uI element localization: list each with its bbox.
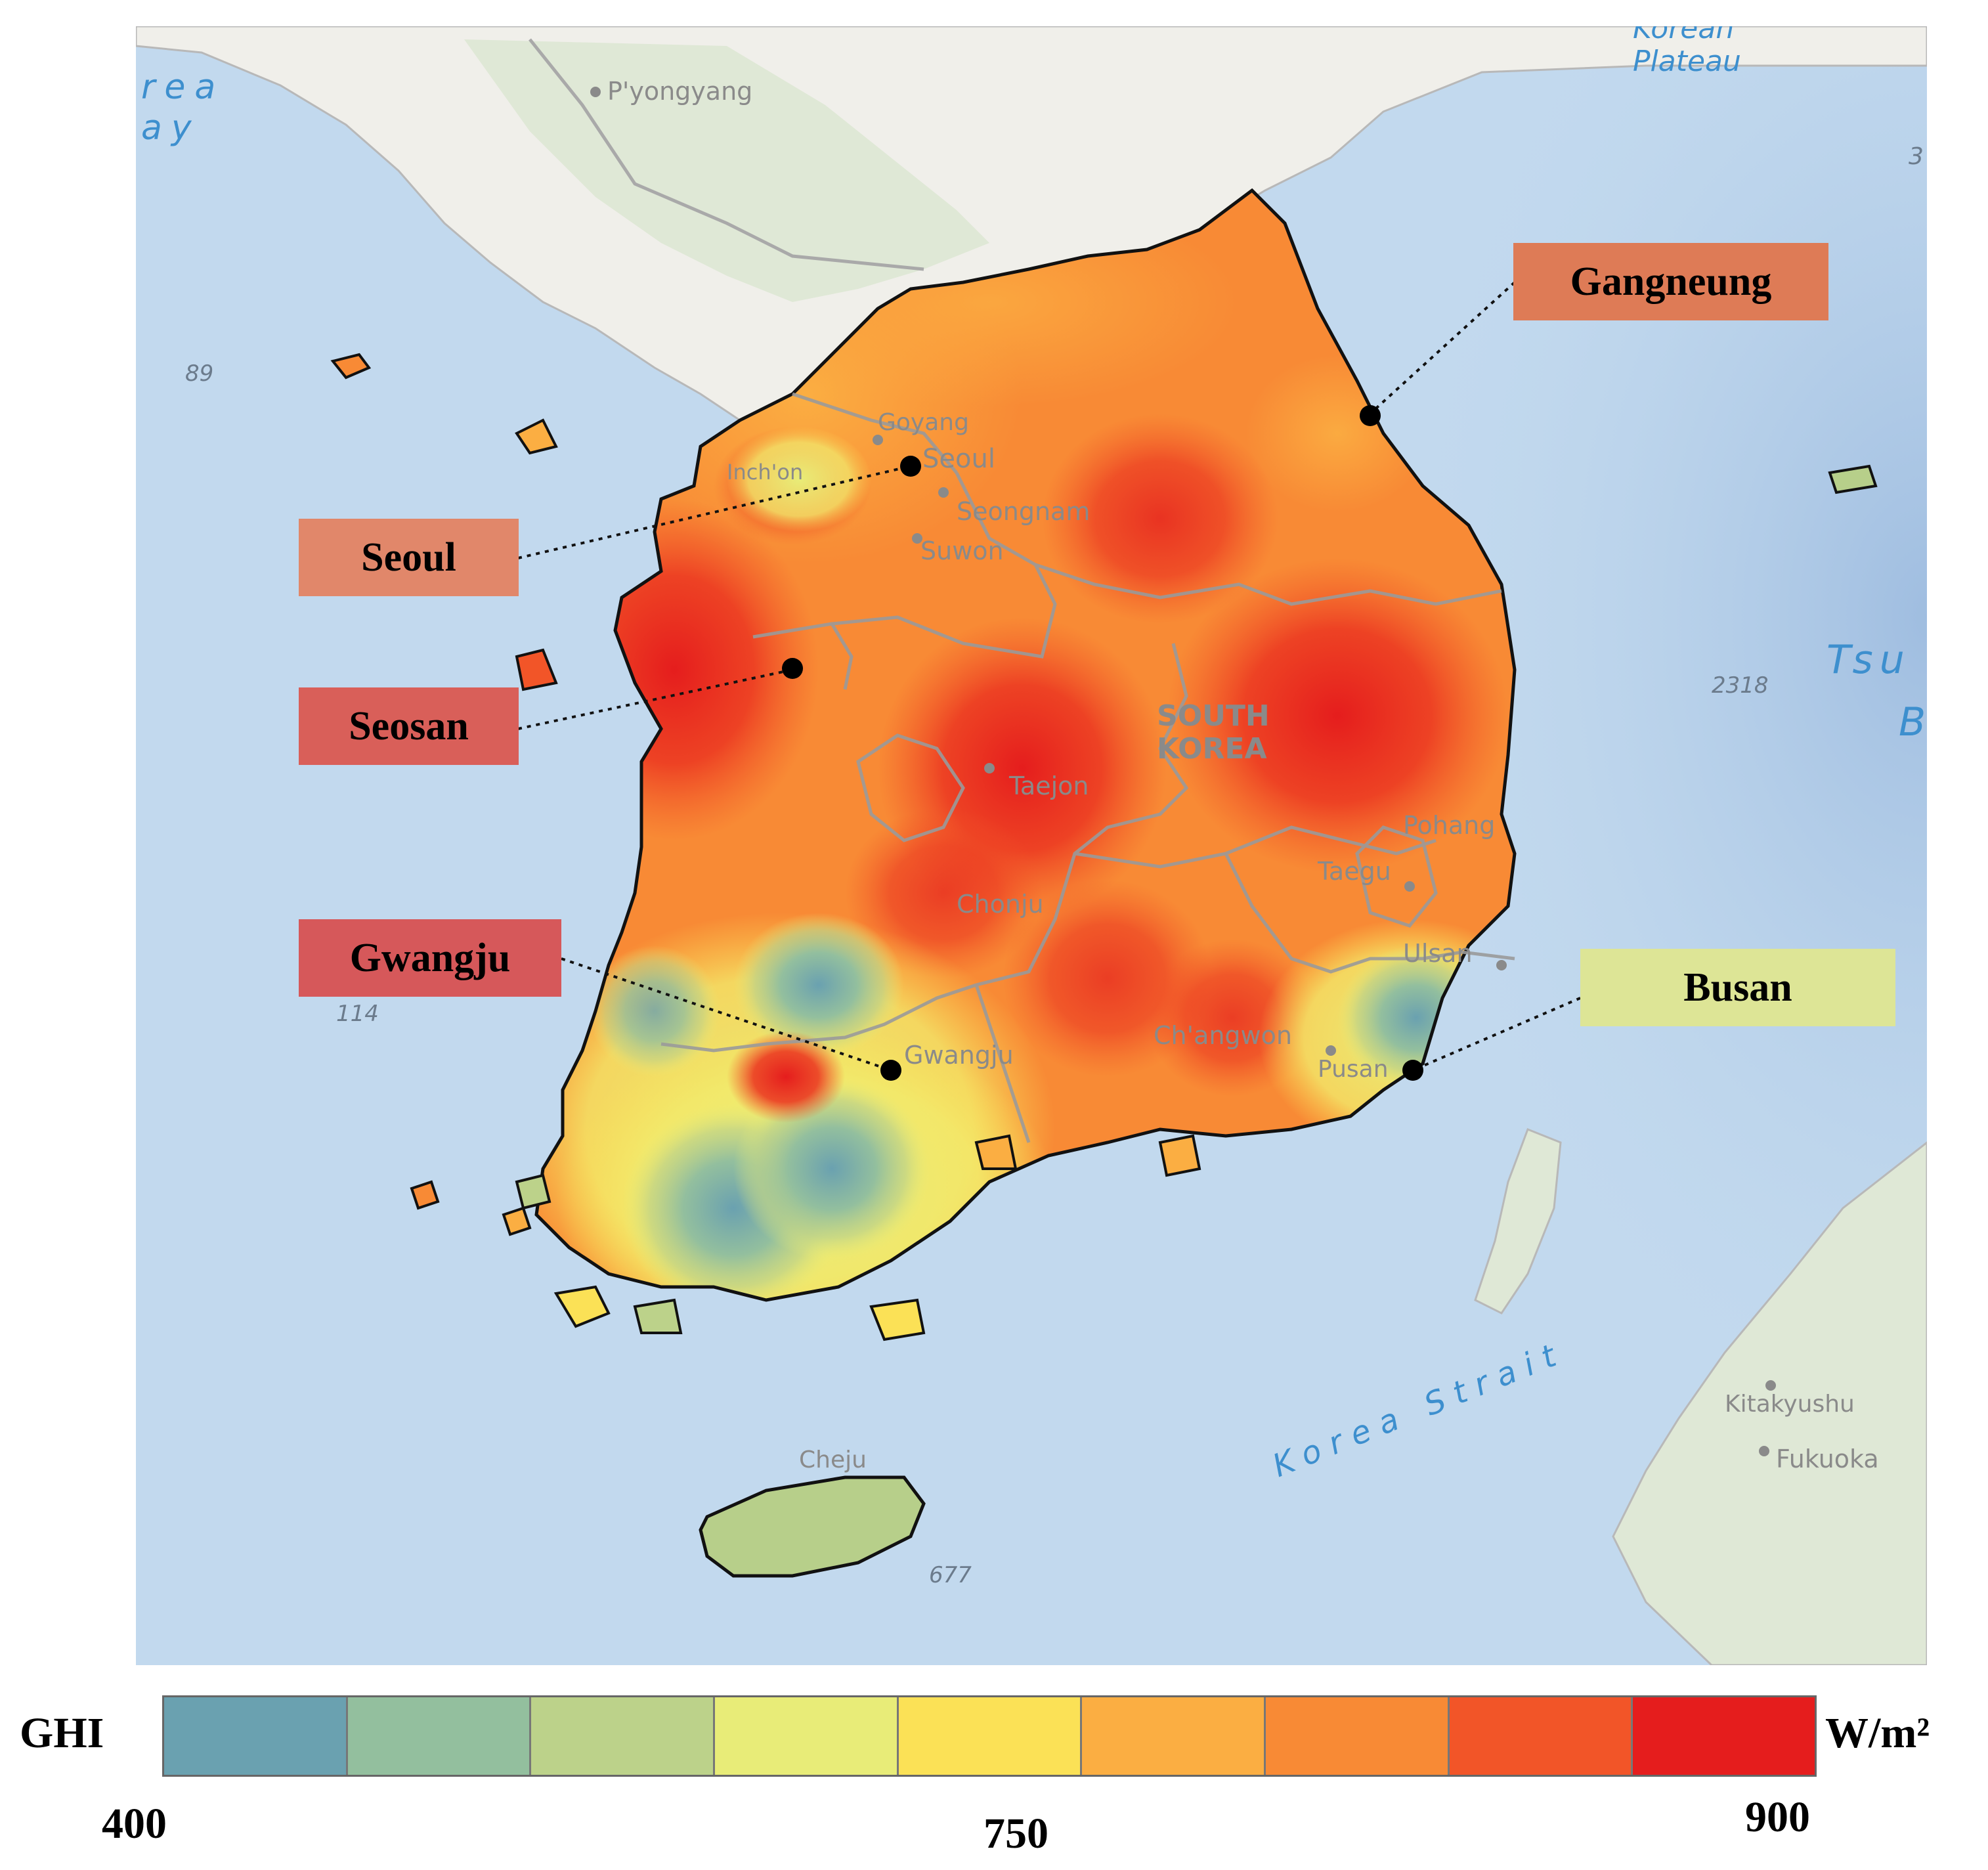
legend-title: GHI <box>20 1709 104 1757</box>
label-edge-num: 3 <box>1909 143 1924 170</box>
label-suwon: Suwon <box>920 536 1004 565</box>
japan-landmass <box>1612 1141 1927 1665</box>
legend-bin-2 <box>347 1697 532 1775</box>
marker-gangneung <box>1360 405 1381 426</box>
label-plateau-2: Plateau <box>1633 45 1741 78</box>
callout-seoul: Seoul <box>299 519 519 596</box>
province-boundaries <box>660 392 1515 1143</box>
legend-bin-5 <box>898 1697 1083 1775</box>
legend-bin-3 <box>531 1697 716 1775</box>
tsushima <box>1474 1128 1562 1315</box>
legend-bin-8 <box>1449 1697 1633 1775</box>
label-country-2: KOREA <box>1157 732 1267 766</box>
leader-lines <box>517 281 1581 1072</box>
label-country-1: SOUTH <box>1157 699 1270 733</box>
label-daegu: Taegu <box>1317 857 1391 886</box>
legend-color-bar <box>162 1695 1817 1777</box>
label-korea-bay-1: rea <box>141 68 225 107</box>
label-tsu-1: Tsu <box>1826 637 1911 683</box>
callout-busan: Busan <box>1580 949 1895 1026</box>
depth-89: 89 <box>185 360 213 387</box>
label-seongnam: Seongnam <box>957 497 1090 526</box>
legend-bin-6 <box>1082 1697 1266 1775</box>
label-pyongyang: P'yongyang <box>607 77 752 106</box>
legend-mid-label: 750 <box>983 1810 1048 1858</box>
label-seoul-basemap: Seoul <box>922 444 995 474</box>
label-incheon: Inch'on <box>727 460 803 485</box>
legend-bin-1 <box>164 1697 348 1775</box>
label-plateau-1: Korean <box>1633 26 1734 45</box>
legend-bin-4 <box>715 1697 899 1775</box>
callout-gwangju: Gwangju <box>299 919 561 997</box>
label-pohang: Pohang <box>1403 811 1495 840</box>
islands <box>330 353 1878 1341</box>
depth-2318: 2318 <box>1712 672 1769 699</box>
station-markers <box>782 405 1423 1081</box>
marker-seoul <box>900 456 921 477</box>
label-jeonju: Chonju <box>957 890 1044 919</box>
legend-bin-9 <box>1633 1697 1815 1775</box>
label-jeju: Cheju <box>799 1446 867 1473</box>
label-fukuoka: Fukuoka <box>1776 1445 1879 1473</box>
north-green <box>464 39 989 302</box>
label-korea-bay-2: ay <box>141 108 201 148</box>
label-kitakyushu: Kitakyushu <box>1725 1391 1855 1418</box>
marker-seosan <box>782 658 803 679</box>
city-dots <box>590 87 1776 1456</box>
depth-677: 677 <box>929 1562 972 1588</box>
depth-114: 114 <box>336 1001 379 1027</box>
legend-max-label: 900 <box>1745 1793 1810 1841</box>
legend-min-label: 400 <box>102 1800 167 1848</box>
label-gwangju-basemap: Gwangju <box>904 1041 1014 1070</box>
legend-bin-7 <box>1266 1697 1450 1775</box>
north-border <box>529 38 924 271</box>
label-tsu-2: B <box>1899 699 1926 745</box>
label-goyang: Goyang <box>878 409 969 436</box>
marker-busan <box>1402 1060 1423 1081</box>
label-busan-basemap: Pusan <box>1318 1056 1389 1083</box>
callout-gangneung: Gangneung <box>1513 243 1828 320</box>
callout-seosan: Seosan <box>299 687 519 765</box>
label-daejeon: Taejon <box>1008 772 1089 800</box>
marker-gwangju <box>880 1060 901 1081</box>
label-changwon: Ch'angwon <box>1154 1021 1292 1050</box>
legend-unit: W/m² <box>1825 1709 1930 1757</box>
label-ulsan: Ulsan <box>1403 939 1473 968</box>
jeju-island <box>699 1475 926 1578</box>
